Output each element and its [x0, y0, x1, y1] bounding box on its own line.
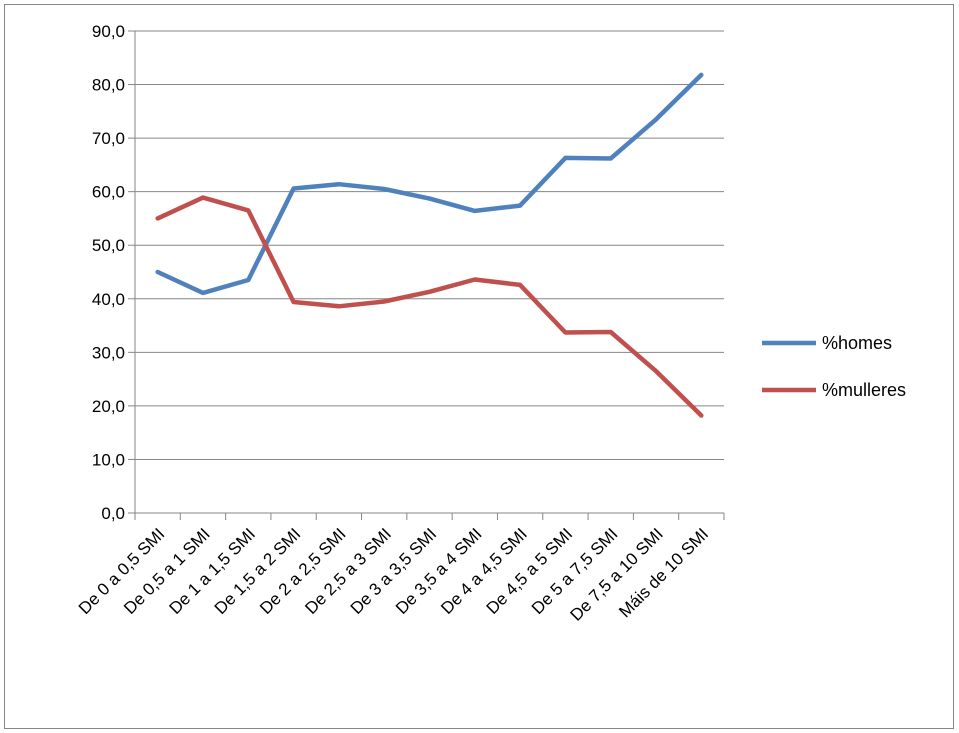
y-tick-label: 50,0: [92, 236, 125, 255]
y-tick-label: 80,0: [92, 76, 125, 95]
y-tick-label: 10,0: [92, 450, 125, 469]
y-tick-label: 30,0: [92, 343, 125, 362]
legend: %homes %mulleres: [762, 333, 906, 400]
y-tick-label: 40,0: [92, 290, 125, 309]
y-tick-label: 20,0: [92, 397, 125, 416]
y-tick-label: 70,0: [92, 129, 125, 148]
legend-label: %homes: [822, 333, 892, 353]
series-lines: [155, 72, 704, 418]
y-tick-label: 60,0: [92, 183, 125, 202]
chart-frame: [4, 4, 954, 729]
y-tick-label: 90,0: [92, 22, 125, 41]
y-tick-labels: 0,0 10,0 20,0 30,0 40,0 50,0 60,0 70,0 80,0 90,0: [92, 22, 125, 523]
axes: [128, 30, 725, 520]
y-tick-label: 0,0: [101, 504, 125, 523]
series-line-1: [155, 195, 704, 418]
gridlines: [135, 30, 724, 460]
legend-label: %mulleres: [822, 380, 906, 400]
series-line-0: [155, 72, 704, 296]
